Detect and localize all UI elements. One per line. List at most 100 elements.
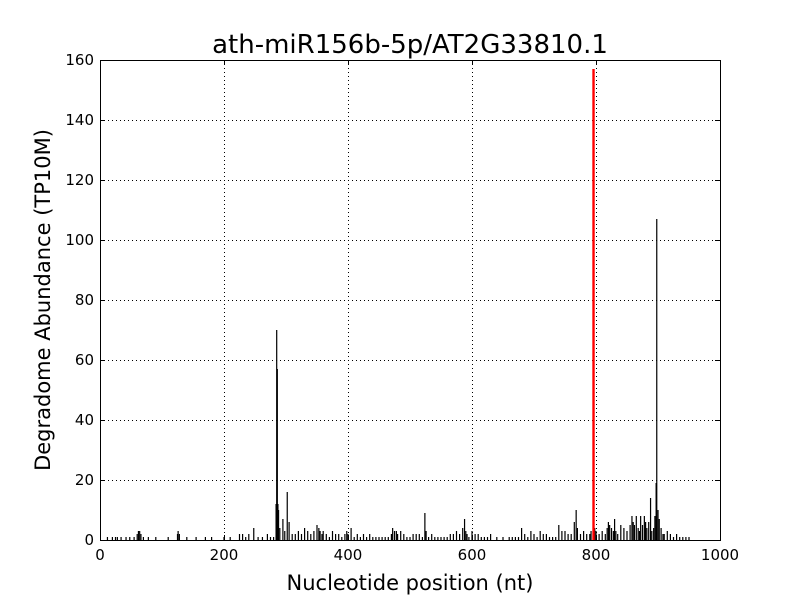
y-tick-label: 40 [75,411,94,429]
abundance-bar [335,534,337,540]
abundance-bar [480,537,482,540]
abundance-bar [242,534,244,540]
abundance-bar [589,534,591,540]
abundance-bar [514,537,516,540]
abundance-bar [443,537,445,540]
x-axis-label: Nucleotide position (nt) [287,571,534,595]
x-tick-label: 600 [458,546,487,564]
abundance-bar [490,534,492,540]
y-tick-label: 60 [75,351,94,369]
abundance-bar [120,537,122,540]
abundance-bar [635,516,637,540]
abundance-bar [276,369,278,540]
abundance-bar [344,534,346,540]
abundance-bar [502,537,504,540]
abundance-bar [645,522,647,540]
abundance-bar [229,537,231,540]
abundance-bar [133,537,135,540]
abundance-bar [321,534,323,540]
abundance-bar [381,537,383,540]
abundance-bar [651,531,653,540]
abundance-bar [313,531,315,540]
abundance-bar [176,534,179,540]
abundance-bar [558,525,560,540]
abundance-bar [425,531,427,540]
abundance-bar [204,537,206,540]
abundance-bar [601,531,603,540]
abundance-bar [437,537,439,540]
abundance-bar [253,528,255,540]
abundance-bar [620,525,622,540]
abundance-bar [637,528,639,540]
abundance-bar [375,537,377,540]
abundance-bar [486,537,489,540]
abundance-bar [656,219,658,540]
abundance-bar [140,534,142,540]
abundance-bar [586,534,588,540]
abundance-bar [279,528,281,540]
abundance-bar [136,534,138,540]
abundance-bar [257,537,259,540]
abundance-bar [660,528,662,540]
abundance-bar [300,534,303,540]
abundance-bar [567,534,569,540]
abundance-bar [632,522,634,540]
abundance-bar [474,534,476,540]
abundance-bar [129,537,131,540]
abundance-bar [322,531,324,540]
abundance-bar [409,537,411,540]
abundance-bar [440,537,442,540]
abundance-bar [685,537,687,540]
abundance-bar [552,537,554,540]
abundance-bar [682,537,684,540]
abundance-bar [248,534,250,540]
abundance-bar [452,534,454,540]
abundance-bar [350,528,352,540]
gridlines [100,60,720,540]
abundance-bar [434,537,436,540]
abundance-bar [369,534,371,540]
y-tick-label: 160 [65,51,94,69]
abundance-bar [137,531,140,540]
abundance-bar [195,537,197,540]
abundance-bar [530,531,532,540]
abundance-bar [403,534,405,540]
abundance-bar [261,537,264,540]
abundance-bar [633,525,636,540]
abundance-bar [607,522,609,540]
abundance-bar [641,525,644,540]
abundance-bar [155,537,157,540]
abundance-bar [561,531,563,540]
abundance-bar [297,531,299,540]
abundance-bar [269,537,272,540]
abundance-bar [316,525,318,540]
abundance-bar [395,531,397,540]
abundance-bar [400,531,402,540]
abundance-bar [139,531,141,540]
x-tick-label: 200 [210,546,239,564]
abundance-bar [276,330,278,540]
abundance-bar [328,537,330,540]
abundance-bar [536,537,538,540]
abundance-bar [310,534,312,540]
abundance-bar [390,534,392,540]
abundance-bar [466,534,468,540]
abundance-bar [654,516,656,540]
abundance-bar [325,534,327,540]
abundance-bar [521,528,523,540]
abundance-bar [468,537,470,540]
abundance-bar [346,531,348,540]
abundance-bar [653,528,655,540]
abundance-bar [623,528,625,540]
abundance-bar [393,531,396,540]
abundance-bar [666,531,668,540]
abundance-bar [353,537,355,540]
abundance-bar [626,531,628,540]
abundance-bar [648,522,650,540]
abundance-bar [662,534,664,540]
abundance-bar [604,534,606,540]
abundance-bar [178,534,180,540]
abundance-bar [655,483,657,540]
abundance-bar [649,498,652,540]
